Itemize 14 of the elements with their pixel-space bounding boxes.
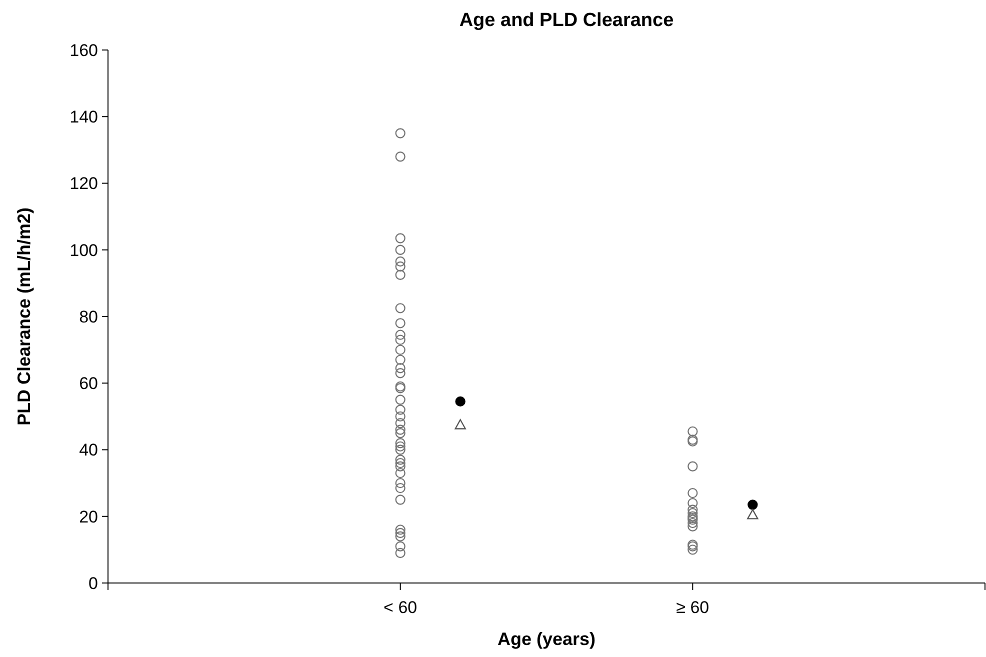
y-tick-label: 100	[70, 240, 98, 260]
y-tick-label: 80	[79, 307, 98, 326]
chart-title: Age and PLD Clearance	[459, 10, 674, 31]
y-axis-title: PLD Clearance (mL/h/m2)	[14, 207, 34, 426]
x-tick-label: ≥ 60	[676, 598, 710, 617]
x-axis-title: Age (years)	[497, 629, 596, 649]
y-tick-label: 20	[79, 507, 98, 526]
x-tick-label: < 60	[384, 598, 418, 617]
y-tick-label: 120	[70, 174, 98, 194]
y-tick-label: 60	[79, 374, 98, 394]
y-tick-label: 160	[70, 40, 98, 60]
y-tick-label: 0	[88, 574, 98, 593]
y-tick-label: 40	[79, 440, 98, 460]
y-tick-label: 140	[70, 108, 98, 127]
